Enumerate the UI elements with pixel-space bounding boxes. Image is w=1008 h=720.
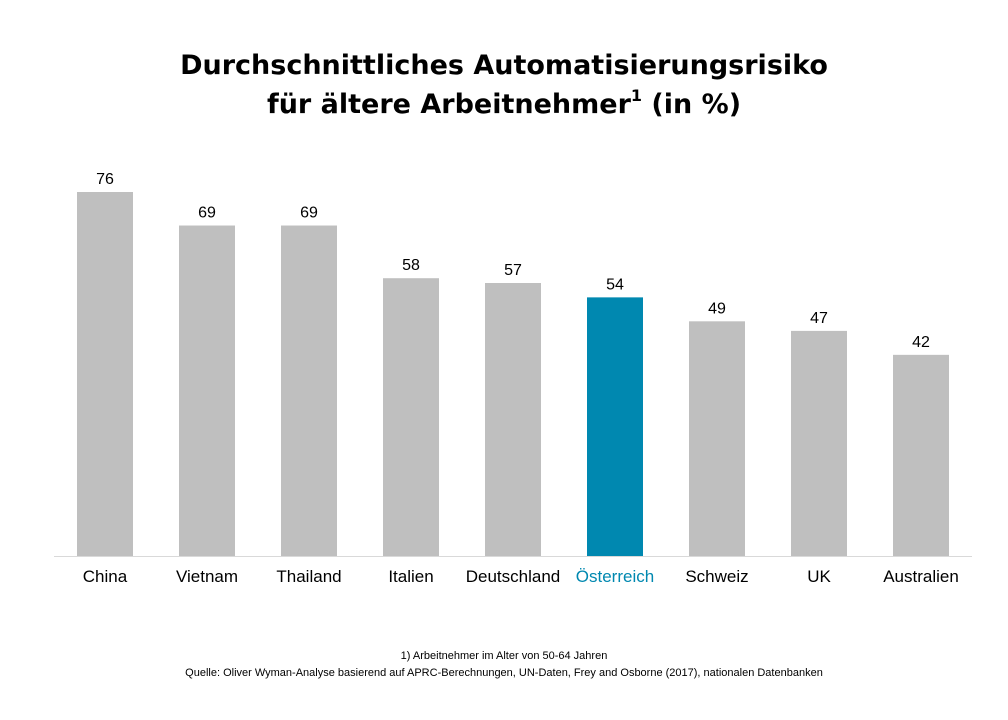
data-label-6: 54	[606, 276, 624, 293]
bar-6	[587, 297, 643, 556]
category-label-5: Deutschland	[466, 567, 561, 586]
bar-8	[791, 330, 847, 556]
category-label-8: UK	[807, 567, 831, 586]
data-label-5: 57	[504, 262, 522, 279]
data-label-3: 69	[300, 205, 318, 222]
category-label-6: Österreich	[576, 567, 654, 586]
footnote-marker: 1	[630, 86, 643, 105]
bar-2	[179, 225, 235, 557]
data-label-9: 42	[912, 334, 930, 351]
data-label-1: 76	[96, 171, 114, 188]
category-label-2: Vietnam	[176, 567, 238, 586]
bar-3	[281, 225, 337, 557]
footnote: 1) Arbeitnehmer im Alter von 50-64 Jahre…	[400, 650, 608, 662]
category-label-3: Thailand	[276, 567, 341, 586]
bar-4	[383, 278, 439, 556]
data-label-8: 47	[810, 310, 828, 327]
bar-5	[485, 283, 541, 556]
chart-title-line-2-tail: (in %)	[642, 89, 742, 120]
category-label-1: China	[83, 567, 128, 586]
data-label-4: 58	[402, 257, 420, 274]
chart-title-line-2-main: für ältere Arbeitnehmer	[266, 89, 631, 120]
bar-7	[689, 321, 745, 556]
bar-9	[893, 354, 949, 556]
bar-1	[77, 192, 133, 556]
chart-title-line-1: Durchschnittliches Automatisierungsrisik…	[180, 50, 828, 81]
category-label-4: Italien	[388, 567, 433, 586]
source-note: Quelle: Oliver Wyman-Analyse basierend a…	[185, 667, 823, 679]
chart-title-line-2: für ältere Arbeitnehmer1 (in %)	[0, 86, 1008, 124]
data-label-7: 49	[708, 300, 726, 317]
category-label-7: Schweiz	[685, 567, 748, 586]
category-label-9: Australien	[883, 567, 959, 586]
bar-chart: 76 China 69 Vietnam 69 Thailand 58 Italien 57 Deu…	[54, 171, 972, 586]
data-label-2: 69	[198, 205, 216, 222]
